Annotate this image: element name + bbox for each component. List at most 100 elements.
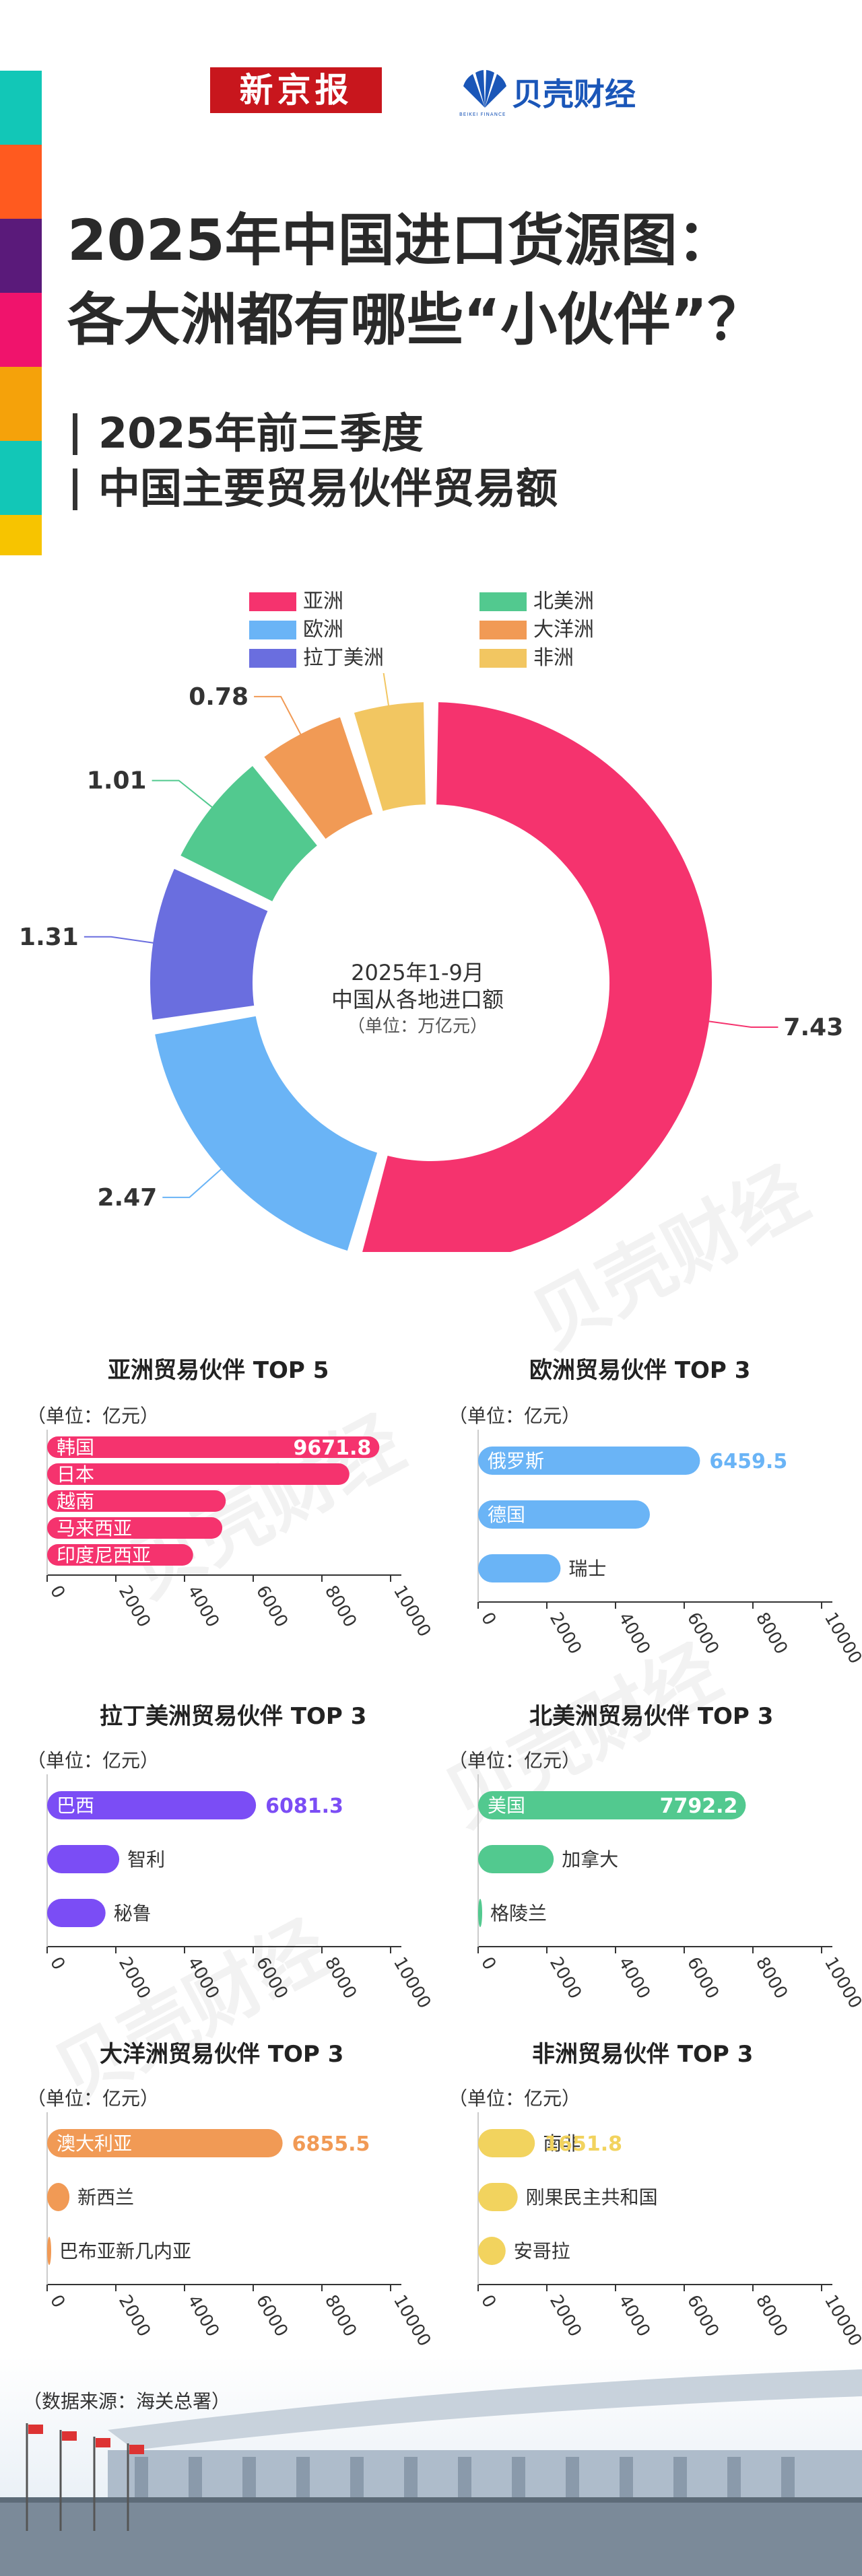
bar — [47, 2129, 283, 2157]
donut-leader-asia — [708, 1020, 778, 1029]
oceania-chart-unit: （单位：亿元） — [27, 2087, 160, 2110]
bar-value-label: 6855.5 — [292, 2132, 370, 2156]
x-tick-label: 4000 — [614, 1954, 654, 2003]
bar — [478, 1500, 650, 1529]
color-strip-3 — [0, 219, 42, 293]
africa-chart-unit: （单位：亿元） — [449, 2087, 581, 2110]
bar — [47, 1845, 120, 1873]
x-tick-label: 2000 — [545, 1954, 585, 2003]
donut-leader-europe — [162, 1168, 222, 1198]
x-tick-label: 2000 — [545, 1609, 585, 1658]
bar-value-label: 1651.8 — [544, 2132, 622, 2156]
bar — [478, 2183, 518, 2211]
import-donut-chart: 7.43 2.47 1.31 1.01 0.78 0.66 — [19, 673, 843, 1252]
donut-center-line-3: （单位：万亿元） — [347, 1016, 488, 1037]
bar — [47, 1490, 226, 1512]
donut-slice-africa — [350, 698, 430, 816]
bar — [47, 1436, 380, 1458]
title-line-1: 2025年中国进口货源图： — [67, 207, 734, 273]
donut-leader-africa — [383, 673, 390, 706]
x-tick-label: 8000 — [321, 1954, 360, 2003]
x-tick-label: 6000 — [683, 1954, 723, 2003]
legend-swatch-oceania — [479, 621, 527, 639]
bar — [478, 1554, 561, 1582]
x-tick-label: 4000 — [183, 1582, 223, 1631]
bar — [47, 2183, 70, 2211]
legend-swatch-north-america — [479, 592, 527, 611]
x-tick-label: 6000 — [252, 2292, 292, 2340]
x-tick-label: 0 — [477, 1609, 500, 1629]
x-tick-label: 6000 — [252, 1582, 292, 1631]
donut-center-line-1: 2025年1-9月 — [351, 960, 484, 985]
subtitle-bar-1 — [73, 413, 77, 455]
legend-label-latin-america: 拉丁美洲 — [303, 646, 384, 670]
beike-logo-text: 贝壳财经 — [512, 76, 636, 112]
bar — [478, 1447, 700, 1475]
bar-category-label: 瑞士 — [568, 1558, 606, 1580]
legend-swatch-asia — [249, 592, 296, 611]
bar-category-label: 南非 — [543, 2132, 581, 2155]
donut-leader-north-america — [152, 779, 213, 808]
bar-category-label: 韩国 — [57, 1436, 94, 1459]
bar — [478, 1791, 746, 1819]
bar-category-label: 格陵兰 — [490, 1902, 547, 1924]
x-tick-label: 0 — [46, 1954, 69, 1974]
bar — [47, 1899, 106, 1927]
x-tick-label: 8000 — [752, 1954, 791, 2003]
bar — [47, 1463, 350, 1485]
x-tick-label: 8000 — [752, 1609, 791, 1658]
x-tick-label: 2000 — [545, 2292, 585, 2340]
africa-chart-title: 非洲贸易伙伴 TOP 3 — [532, 2041, 754, 2068]
bar-category-label: 越南 — [57, 1490, 94, 1512]
legend-swatch-europe — [249, 621, 296, 639]
bar-category-label: 马来西亚 — [57, 1517, 132, 1539]
donut-value-label-latin-america: 1.31 — [19, 924, 79, 951]
legend-swatch-latin-america — [249, 649, 296, 668]
x-tick-label: 0 — [46, 1582, 69, 1602]
legend-label-africa: 非洲 — [533, 646, 574, 670]
bar-category-label: 智利 — [127, 1848, 165, 1871]
x-tick-label: 2000 — [114, 2292, 154, 2340]
x-tick-label: 10000 — [389, 2292, 434, 2351]
bar-category-label: 加拿大 — [562, 1848, 618, 1871]
x-tick-label: 10000 — [389, 1954, 434, 2013]
oceania-bar-chart: 0 2000 4000 6000 8000 10000 澳大利亚 6855.5 新西兰巴布亚新几… — [46, 2112, 434, 2350]
donut-slice-oceania — [259, 712, 377, 844]
bar — [478, 2129, 535, 2157]
x-tick-label: 0 — [46, 2292, 69, 2311]
donut-slice-north-america — [176, 761, 322, 906]
beike-logo-sub: BEIKEI FINANCE — [459, 112, 506, 117]
building-illustration — [0, 2356, 862, 2576]
bar-category-label: 美国 — [488, 1795, 525, 1817]
bar-value-label: 7792.2 — [660, 1795, 738, 1818]
color-strip-1 — [0, 71, 42, 145]
asia-chart-unit: （单位：亿元） — [27, 1405, 160, 1427]
europe-chart-unit: （单位：亿元） — [449, 1405, 581, 1427]
title-line-2: 各大洲都有哪些“小伙伴”？ — [67, 287, 764, 353]
x-tick-label: 2000 — [114, 1582, 154, 1631]
color-strip-6 — [0, 441, 42, 515]
legend-label-oceania: 大洋洲 — [533, 618, 594, 641]
x-tick-label: 10000 — [820, 2292, 862, 2351]
x-tick-label: 0 — [477, 2292, 500, 2311]
latin-chart-unit: （单位：亿元） — [27, 1749, 160, 1772]
bar-value-label: 9671.8 — [293, 1436, 371, 1460]
page-title: 2025年中国进口货源图： 各大洲都有哪些“小伙伴”？ — [67, 201, 764, 359]
xjb-logo: 新京报 — [210, 67, 382, 113]
legend-swatch-africa — [479, 649, 527, 668]
europe-chart-title: 欧洲贸易伙伴 TOP 3 — [529, 1357, 751, 1384]
bar — [478, 1899, 482, 1927]
bar — [47, 2237, 51, 2265]
x-tick-label: 8000 — [321, 1582, 360, 1631]
x-tick-label: 10000 — [820, 1954, 862, 2013]
color-strip-7 — [0, 515, 42, 555]
x-tick-label: 10000 — [820, 1609, 862, 1668]
donut-value-label-oceania: 0.78 — [189, 683, 248, 711]
asia-bar-chart: 0 2000 4000 6000 8000 10000 韩国 9671.8 日本越南马来西亚印度… — [46, 1430, 434, 1641]
donut-slice-latin-america — [146, 864, 273, 1024]
x-tick-label: 6000 — [683, 2292, 723, 2340]
data-source: （数据来源：海关总署） — [23, 2390, 231, 2412]
donut-value-label-north-america: 1.01 — [87, 767, 147, 795]
asia-chart-title: 亚洲贸易伙伴 TOP 5 — [108, 1357, 329, 1384]
x-tick-label: 10000 — [389, 1582, 434, 1641]
